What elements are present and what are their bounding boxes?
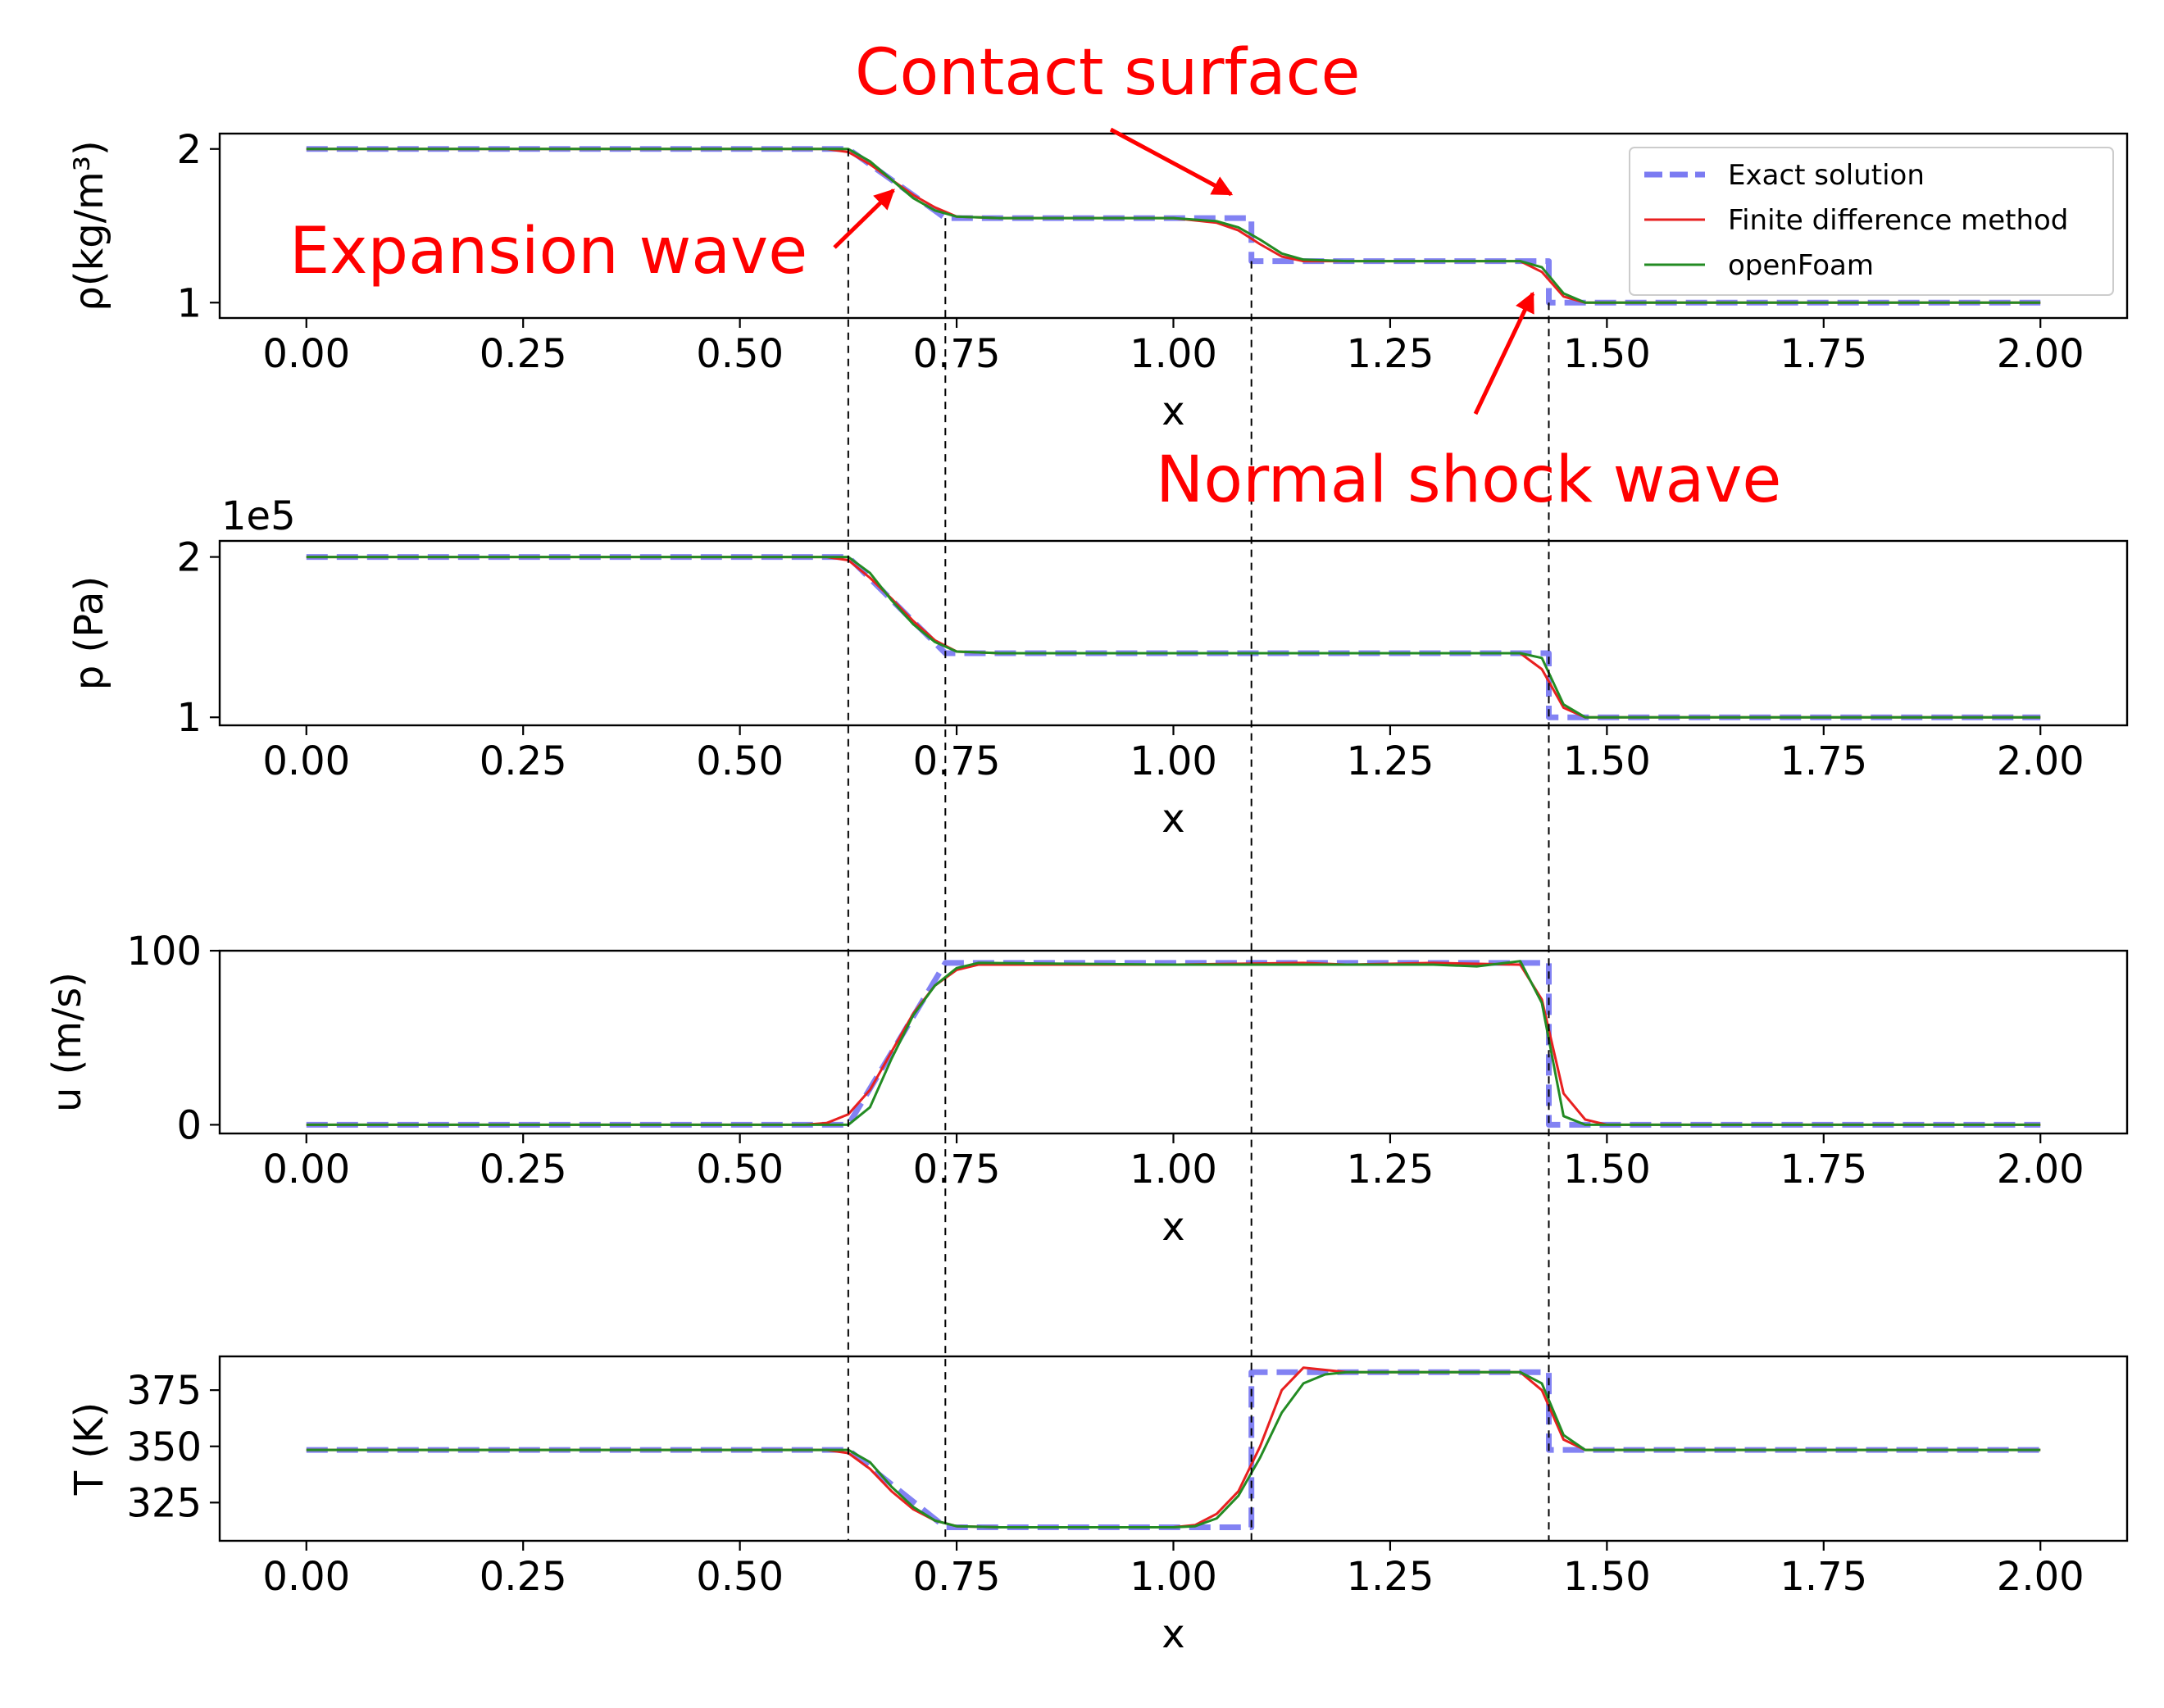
x-tick-label: 0.75 <box>913 1554 1001 1600</box>
subplot-0: 0.00 0.25 0.50 0.75 1.00 1.25 1.50 1.75 2.00 x 1 2 ρ… <box>66 127 2129 434</box>
x-tick-label: 0.25 <box>480 1147 567 1192</box>
x-tick-label: 2.00 <box>1997 331 2084 377</box>
legend-label-openfoam: openFoam <box>1728 249 1874 282</box>
y-axis-label: ρ(kg/m³) <box>66 140 112 311</box>
x-tick-label: 2.00 <box>1997 1554 2084 1600</box>
x-tick-label: 0.00 <box>262 738 350 784</box>
annotation-normal-shock-wave: Normal shock wave <box>1156 443 1781 517</box>
y-tick-label: 1 <box>176 280 202 326</box>
x-tick-label: 0.50 <box>696 1554 784 1600</box>
annotation-contact-surface: Contact surface <box>855 36 1361 110</box>
series-finite-difference-method-line <box>306 556 2041 719</box>
x-tick-label: 1.25 <box>1346 331 1434 377</box>
y-tick-label: 0 <box>176 1102 202 1148</box>
x-tick-label: 0.75 <box>913 738 1001 784</box>
y-tick-label: 1 <box>176 695 202 741</box>
subplot-panels: 0.00 0.25 0.50 0.75 1.00 1.25 1.50 1.75 2.00 x 1 2 ρ… <box>44 127 2129 1657</box>
y-axis-label: u (m/s) <box>44 972 90 1112</box>
x-tick-label: 0.50 <box>696 738 784 784</box>
axes-frame <box>218 949 2129 1135</box>
y-axis-label: p (Pa) <box>66 576 112 690</box>
y-offset-text: 1e5 <box>221 493 296 539</box>
guide-lines <box>847 148 1550 1541</box>
subplot-3: 0.00 0.25 0.50 0.75 1.00 1.25 1.50 1.75 2.00 x 325… <box>66 1355 2129 1657</box>
annotation-arrow-expansion-wave <box>833 189 895 249</box>
x-tick-label: 0.00 <box>262 331 350 377</box>
x-tick-label: 0.25 <box>480 1554 567 1600</box>
x-tick-label: 2.00 <box>1997 738 2084 784</box>
series-finite-difference-method-line <box>306 148 2041 304</box>
x-tick-label: 0.00 <box>262 1554 350 1600</box>
annotation-arrow-normal-shock-wave <box>1473 291 1535 416</box>
x-tick-label: 1.75 <box>1780 738 1867 784</box>
x-tick-label: 1.75 <box>1780 1554 1867 1600</box>
annotation-expansion-wave: Expansion wave <box>289 215 807 288</box>
x-tick-label: 1.50 <box>1563 1554 1651 1600</box>
legend: Exact solution Finite difference method op… <box>1629 147 2114 296</box>
x-tick-label: 0.25 <box>480 738 567 784</box>
series-exact-solution-line <box>306 554 2041 720</box>
legend-label-finite-difference-method: Finite difference method <box>1728 204 2068 237</box>
x-tick-label: 0.75 <box>913 331 1001 377</box>
x-tick-label: 0.50 <box>696 331 784 377</box>
y-tick-label: 350 <box>126 1424 202 1470</box>
subplot-2: 0.00 0.25 0.50 0.75 1.00 1.25 1.50 1.75 2.00 x 0 10… <box>44 929 2129 1250</box>
x-tick-label: 1.00 <box>1130 738 1217 784</box>
x-axis-label: x <box>1162 388 1184 434</box>
y-axis-label: T (K) <box>66 1402 112 1497</box>
x-tick-label: 1.75 <box>1780 1147 1867 1192</box>
series-openfoam-line <box>306 960 2041 1126</box>
annotation-arrow-contact-surface <box>1109 127 1234 197</box>
x-tick-label: 1.50 <box>1563 1147 1651 1192</box>
x-tick-label: 1.50 <box>1563 738 1651 784</box>
series-openfoam-line <box>306 556 2041 719</box>
x-tick-label: 1.00 <box>1130 331 1217 377</box>
series-openfoam-line <box>306 1370 2041 1529</box>
x-axis-label: x <box>1162 796 1184 842</box>
x-tick-label: 2.00 <box>1997 1147 2084 1192</box>
x-tick-label: 1.25 <box>1346 1147 1434 1192</box>
x-tick-label: 1.75 <box>1780 331 1867 377</box>
annotations: Contact surface Expansion wave Normal shoc… <box>289 36 1781 517</box>
x-tick-label: 1.00 <box>1130 1147 1217 1192</box>
x-tick-label: 0.00 <box>262 1147 350 1192</box>
series-finite-difference-method-line <box>306 961 2041 1126</box>
x-tick-label: 0.25 <box>480 331 567 377</box>
x-axis-label: x <box>1162 1611 1184 1657</box>
y-tick-label: 2 <box>176 535 202 581</box>
series-exact-solution-line <box>306 960 2041 1128</box>
legend-label-exact-solution: Exact solution <box>1728 159 1925 192</box>
x-tick-label: 1.25 <box>1346 1554 1434 1600</box>
x-tick-label: 0.75 <box>913 1147 1001 1192</box>
y-tick-label: 100 <box>126 929 202 974</box>
y-tick-label: 375 <box>126 1368 202 1414</box>
x-tick-label: 1.00 <box>1130 1554 1217 1600</box>
x-tick-label: 1.25 <box>1346 738 1434 784</box>
y-tick-label: 325 <box>126 1480 202 1526</box>
subplot-1: 0.00 0.25 0.50 0.75 1.00 1.25 1.50 1.75 2.00 x 1 2 p… <box>66 493 2129 842</box>
x-axis-label: x <box>1162 1204 1184 1250</box>
legend-frame <box>1629 147 2114 296</box>
x-tick-label: 0.50 <box>696 1147 784 1192</box>
x-tick-label: 1.50 <box>1563 331 1651 377</box>
series-openfoam-line <box>306 148 2041 304</box>
axes-frame <box>218 539 2129 727</box>
y-tick-label: 2 <box>176 127 202 173</box>
